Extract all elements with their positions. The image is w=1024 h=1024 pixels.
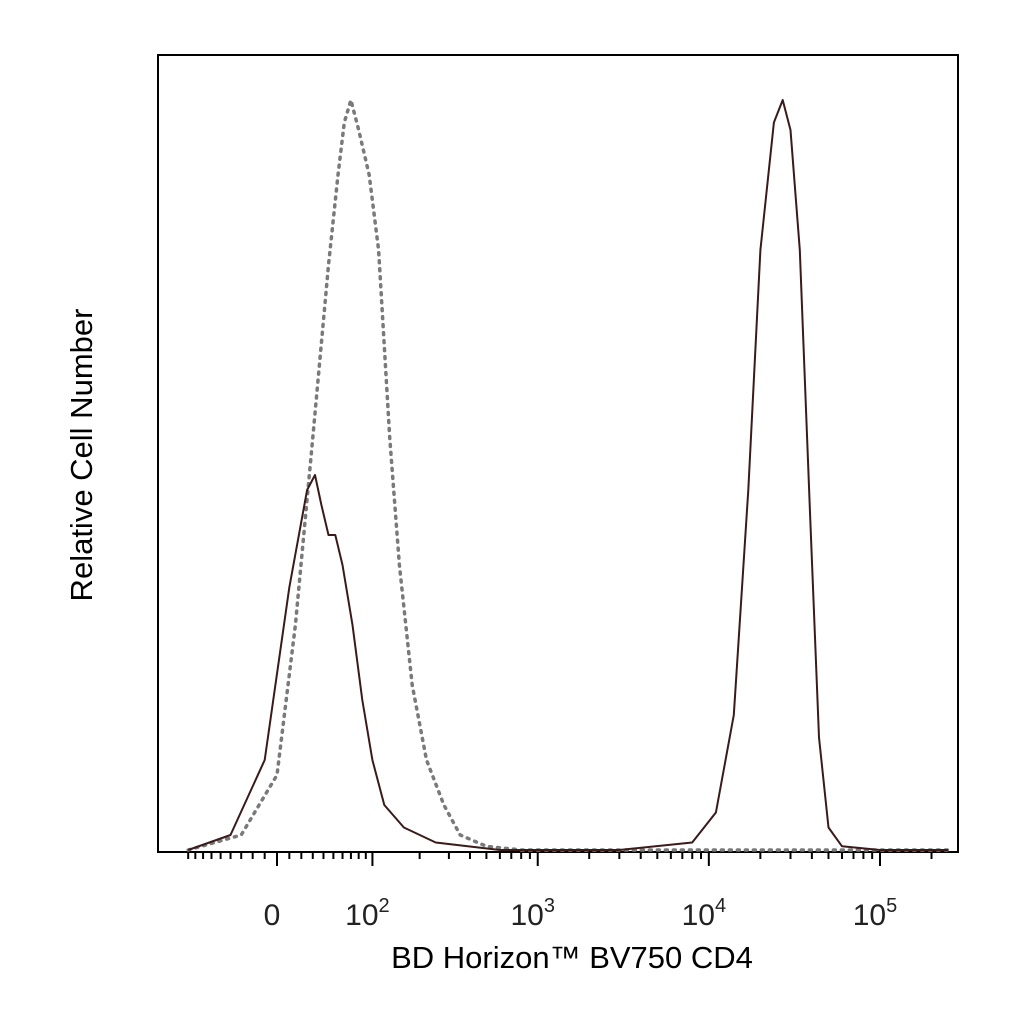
x-tick-label: 105 [853,895,898,932]
x-tick-label: 102 [345,895,390,932]
plot-frame [157,54,959,853]
x-axis-title: BD Horizon™ BV750 CD4 [391,940,753,975]
x-tick-label: 0 [264,899,281,932]
x-tick-label: 103 [510,895,555,932]
series-layer [186,98,950,852]
x-axis-tick-labels: 0 102 103 104 105 [264,895,898,932]
x-axis-ticks [187,852,933,866]
y-axis-title: Relative Cell Number [64,309,99,602]
histogram-series-2 [187,99,949,851]
histogram-series-1 [186,98,950,852]
x-tick-label: 104 [682,895,727,932]
